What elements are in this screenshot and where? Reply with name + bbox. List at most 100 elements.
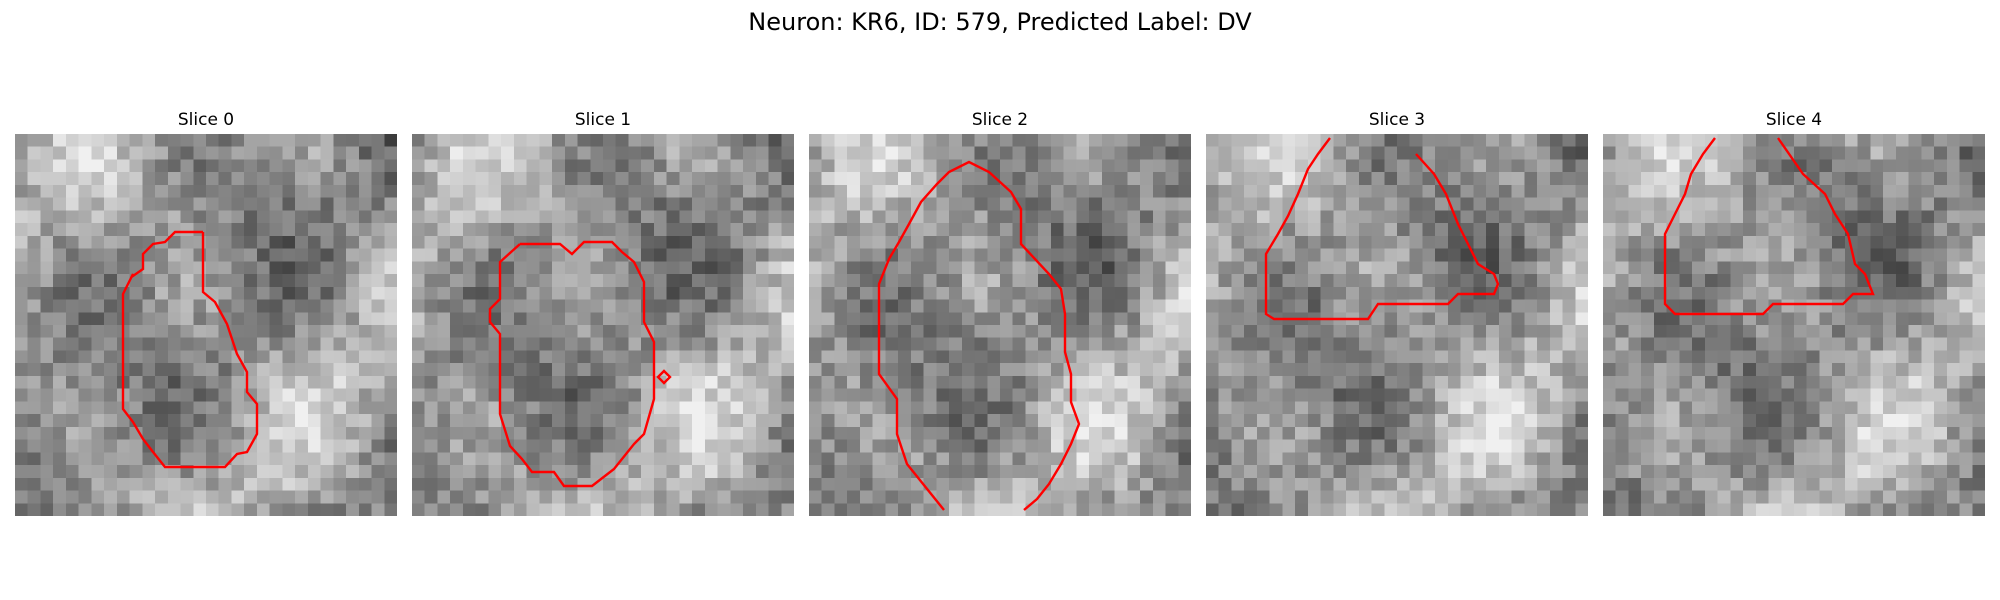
pixel (1473, 426, 1487, 440)
pixel (1152, 350, 1166, 364)
pixel (1165, 375, 1179, 389)
pixel (1269, 146, 1283, 160)
pixel (358, 312, 372, 326)
pixel (1076, 401, 1090, 415)
pixel (333, 477, 347, 491)
pixel (1089, 325, 1103, 338)
pixel (424, 490, 438, 504)
pixel (1934, 350, 1948, 364)
pixel (1114, 325, 1128, 338)
pixel (1435, 325, 1449, 338)
pixel (641, 375, 655, 389)
pixel (923, 197, 937, 211)
pixel (539, 172, 553, 186)
pixel (1959, 172, 1973, 186)
pixel (1025, 337, 1039, 351)
pixel (653, 426, 667, 440)
pixel (193, 414, 207, 428)
pixel (231, 286, 245, 300)
pixel (1641, 465, 1655, 479)
pixel (256, 223, 270, 237)
pixel (628, 325, 642, 338)
pixel (1641, 274, 1655, 288)
pixel (821, 172, 835, 186)
pixel (936, 465, 950, 479)
pixel (412, 184, 425, 198)
pixel (1537, 197, 1551, 211)
pixel (1781, 465, 1795, 479)
pixel (53, 172, 67, 186)
pixel (462, 134, 476, 147)
pixel (180, 299, 194, 313)
pixel (1603, 465, 1616, 479)
pixel (1641, 286, 1655, 300)
pixel (1038, 197, 1052, 211)
pixel (437, 363, 451, 377)
pixel (1486, 375, 1500, 389)
pixel (1549, 490, 1563, 504)
pixel (564, 223, 578, 237)
pixel (1447, 490, 1461, 504)
pixel (1256, 401, 1270, 415)
pixel (129, 375, 143, 389)
pixel (1409, 337, 1423, 351)
pixel (910, 503, 924, 516)
pixel (256, 184, 270, 198)
pixel (462, 350, 476, 364)
pixel (155, 363, 169, 377)
pixel (834, 197, 848, 211)
pixel (1101, 146, 1115, 160)
pixel (1295, 261, 1309, 275)
pixel (1666, 490, 1680, 504)
pixel (910, 325, 924, 338)
pixel (847, 452, 861, 466)
pixel (768, 146, 782, 160)
pixel (1628, 248, 1642, 262)
pixel (1140, 490, 1154, 504)
pixel (653, 439, 667, 453)
pixel (974, 426, 988, 440)
pixel (1679, 426, 1693, 440)
pixel (936, 134, 950, 147)
pixel (1178, 210, 1191, 224)
pixel (462, 286, 476, 300)
pixel (218, 426, 232, 440)
pixel (743, 134, 757, 147)
pixel (730, 375, 744, 389)
pixel (898, 210, 912, 224)
pixel (666, 477, 680, 491)
pixel (1152, 401, 1166, 415)
pixel (104, 248, 118, 262)
pixel (717, 312, 731, 326)
pixel (513, 159, 527, 173)
pixel (91, 197, 105, 211)
pixel (615, 248, 629, 262)
pixel (1012, 477, 1026, 491)
pixel (1473, 184, 1487, 198)
pixel (1959, 477, 1973, 491)
pixel (1000, 286, 1013, 300)
pixel (1743, 248, 1757, 262)
pixel (692, 159, 706, 173)
pixel (1269, 452, 1283, 466)
pixel (859, 172, 873, 186)
pixel (1218, 337, 1232, 351)
pixel (1755, 414, 1769, 428)
pixel (1895, 286, 1909, 300)
pixel (501, 146, 515, 160)
pixel (218, 134, 232, 147)
pixel (346, 388, 360, 402)
pixel (180, 184, 194, 198)
pixel (1076, 452, 1090, 466)
pixel (872, 223, 886, 237)
pixel (1178, 146, 1191, 160)
pixel (1231, 235, 1245, 249)
pixel (462, 477, 476, 491)
pixel (206, 223, 219, 237)
pixel (1794, 299, 1807, 313)
pixel (384, 388, 397, 402)
pixel (104, 261, 118, 275)
pixel (1320, 503, 1334, 516)
pixel (859, 299, 873, 313)
pixel (847, 337, 861, 351)
